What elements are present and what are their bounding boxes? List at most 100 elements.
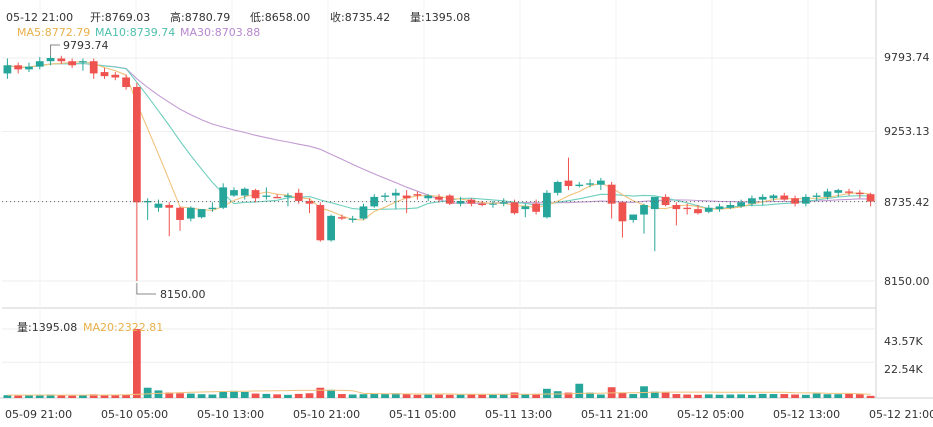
- candlestick-series: [3, 55, 875, 281]
- volume-bar: [456, 394, 465, 398]
- volume-bar: [132, 329, 141, 398]
- volume-bar: [435, 394, 443, 398]
- candle-body: [122, 77, 130, 87]
- candle-body: [791, 198, 799, 204]
- candle-body: [640, 205, 648, 215]
- candle-body: [79, 61, 87, 63]
- high-pointer-line: [50, 44, 60, 56]
- volume-bar: [748, 394, 756, 398]
- volume-bar: [478, 394, 487, 398]
- time-tick-label: 05-12 13:00: [773, 408, 840, 421]
- volume-bar: [143, 387, 152, 398]
- volume-bar: [564, 392, 573, 398]
- candle-body: [596, 180, 605, 185]
- volume-bar: [866, 395, 875, 398]
- volume-bar: [629, 394, 638, 398]
- volume-bar: [532, 393, 540, 398]
- volume-tick-label: 22.54K: [884, 363, 923, 376]
- candle-body: [100, 72, 109, 77]
- candle-body: [230, 190, 238, 196]
- volume-bar: [348, 394, 357, 398]
- price-annotations: [2, 44, 876, 295]
- volume-bar: [510, 392, 519, 398]
- candle-body: [532, 203, 540, 212]
- volume-bar: [467, 394, 476, 398]
- volume-bar: [694, 394, 702, 398]
- volume-bar: [791, 394, 799, 398]
- candle-body: [435, 196, 443, 200]
- last-price-label: 8735.42: [884, 196, 930, 209]
- ma20-volume-legend: MA20:2322.81: [83, 321, 163, 334]
- candle-body: [251, 190, 260, 199]
- info-time: 05-12 21:00: [6, 11, 73, 24]
- volume-bar: [305, 393, 314, 398]
- volume-bar: [68, 395, 77, 398]
- volume-bar: [122, 394, 130, 398]
- candle-body: [780, 195, 789, 200]
- candle-body: [834, 190, 843, 193]
- price-tick-label: 9253.13: [884, 125, 930, 138]
- high-annotation: 9793.74: [63, 39, 109, 52]
- candle-body: [305, 200, 314, 204]
- time-tick-label: 05-12 21:00: [869, 408, 933, 421]
- ma5-legend: MA5:8772.79: [17, 26, 90, 39]
- candle-body: [46, 58, 55, 62]
- volume-bar: [176, 393, 184, 398]
- candle-body: [391, 192, 400, 196]
- candle-body: [489, 203, 497, 205]
- candle-body: [14, 65, 23, 70]
- candle-body: [823, 191, 832, 197]
- volume-bar: [780, 394, 789, 398]
- volume-bar: [402, 394, 411, 398]
- candle-body: [543, 192, 551, 218]
- candle-body: [758, 196, 767, 200]
- candle-body: [769, 195, 778, 199]
- volume-bar: [370, 393, 379, 398]
- volume-bar: [186, 393, 195, 398]
- volume-bar: [89, 394, 98, 398]
- low-annotation: 8150.00: [160, 288, 206, 301]
- candle-body: [413, 194, 422, 196]
- candle-body: [564, 180, 573, 187]
- volume-bar: [413, 394, 422, 398]
- volume-bar: [391, 393, 400, 398]
- candle-body: [661, 196, 670, 206]
- volume-bar: [683, 394, 692, 398]
- volume-bar: [240, 391, 249, 398]
- volume-bar: [251, 393, 260, 398]
- volume-bar: [499, 394, 508, 398]
- volume-bar: [715, 394, 724, 398]
- candle-body: [25, 66, 33, 70]
- candle-body: [737, 202, 746, 207]
- time-tick-label: 05-12 05:00: [677, 408, 744, 421]
- volume-bar: [197, 394, 206, 398]
- candle-body: [704, 207, 713, 212]
- volume-bar: [219, 391, 228, 398]
- volume-bar: [284, 394, 292, 398]
- candle-body: [338, 217, 346, 219]
- candle-body: [726, 205, 735, 208]
- volume-bar: [381, 394, 389, 398]
- volume-bar: [618, 392, 627, 398]
- candle-body: [111, 74, 120, 78]
- volume-bar: [154, 390, 163, 398]
- candle-body: [316, 205, 325, 241]
- volume-bar: [262, 393, 271, 398]
- volume-bar: [111, 395, 120, 398]
- candle-body: [165, 205, 174, 208]
- volume-bar: [661, 392, 670, 398]
- volume-bar: [14, 395, 23, 398]
- candle-body: [327, 215, 335, 241]
- volume-bar: [801, 394, 810, 398]
- time-tick-label: 05-10 21:00: [293, 408, 360, 421]
- volume-bar: [57, 394, 66, 398]
- candle-body: [575, 184, 584, 187]
- candle-body: [132, 86, 141, 203]
- volume-bar: [327, 389, 335, 398]
- candle-body: [197, 209, 206, 218]
- candle-body: [240, 188, 249, 196]
- candle-body: [456, 200, 465, 204]
- candle-body: [381, 195, 389, 197]
